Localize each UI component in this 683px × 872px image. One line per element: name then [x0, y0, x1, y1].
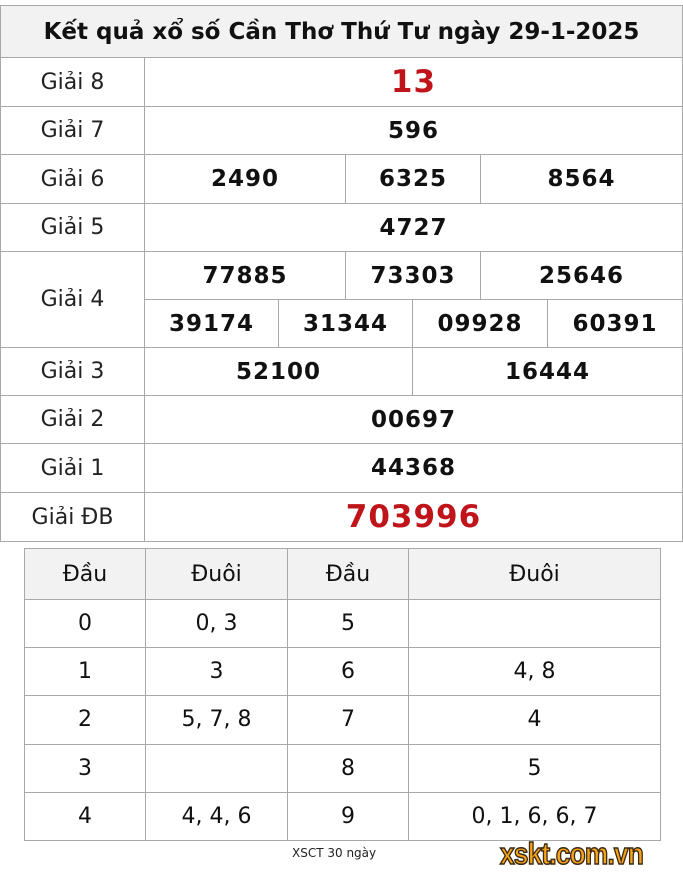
loto-cell: 9 [287, 791, 409, 841]
value-g6: 2490 [144, 154, 346, 204]
label-g2: Giải 2 [0, 395, 145, 444]
value-g4: 25646 [480, 251, 683, 300]
label-g4: Giải 4 [0, 251, 145, 348]
value-g7: 596 [144, 106, 683, 155]
value-g6: 8564 [480, 154, 683, 204]
value-g4: 77885 [144, 251, 346, 300]
value-g6: 6325 [345, 154, 481, 204]
value-gdb: 703996 [144, 492, 683, 542]
value-g4: 39174 [144, 299, 279, 348]
loto-cell: 0, 1, 6, 6, 7 [408, 791, 661, 841]
loto-cell: 7 [287, 695, 409, 745]
loto-cell: 0 [24, 599, 146, 649]
loto-cell: 4 [408, 695, 661, 745]
loto-cell: 2 [24, 695, 146, 745]
loto-cell: 5 [408, 743, 661, 793]
label-g6: Giải 6 [0, 154, 145, 204]
loto-cell: 4, 4, 6 [145, 791, 288, 841]
loto-cell: 8 [287, 743, 409, 793]
loto-cell: 5 [287, 599, 409, 649]
label-g5: Giải 5 [0, 203, 145, 252]
value-g2: 00697 [144, 395, 683, 444]
loto-cell: 4, 8 [408, 647, 661, 697]
loto-cell: 3 [24, 743, 146, 793]
page-title: Kết quả xổ số Cần Thơ Thứ Tư ngày 29-1-2… [0, 5, 683, 58]
loto-cell [408, 599, 661, 649]
loto-header: Đuôi [145, 548, 288, 600]
label-g3: Giải 3 [0, 347, 145, 396]
loto-header: Đuôi [408, 548, 661, 600]
value-g4: 60391 [547, 299, 683, 348]
site-logo[interactable]: xskt.com.vn [499, 835, 644, 872]
loto-header: Đầu [287, 548, 409, 600]
loto-header: Đầu [24, 548, 146, 600]
label-gdb: Giải ĐB [0, 492, 145, 542]
value-g3: 16444 [412, 347, 683, 396]
value-g1: 44368 [144, 443, 683, 493]
value-g3: 52100 [144, 347, 413, 396]
value-g4: 31344 [278, 299, 413, 348]
loto-cell: 1 [24, 647, 146, 697]
loto-cell: 5, 7, 8 [145, 695, 288, 745]
value-g4: 09928 [412, 299, 548, 348]
value-g5: 4727 [144, 203, 683, 252]
xsct-30-days-link[interactable]: XSCT 30 ngày [292, 846, 377, 860]
value-g4: 73303 [345, 251, 481, 300]
loto-cell: 0, 3 [145, 599, 288, 649]
loto-cell [145, 743, 288, 793]
value-g8: 13 [144, 57, 683, 107]
label-g7: Giải 7 [0, 106, 145, 155]
label-g8: Giải 8 [0, 57, 145, 107]
loto-cell: 3 [145, 647, 288, 697]
loto-cell: 6 [287, 647, 409, 697]
loto-cell: 4 [24, 791, 146, 841]
label-g1: Giải 1 [0, 443, 145, 493]
